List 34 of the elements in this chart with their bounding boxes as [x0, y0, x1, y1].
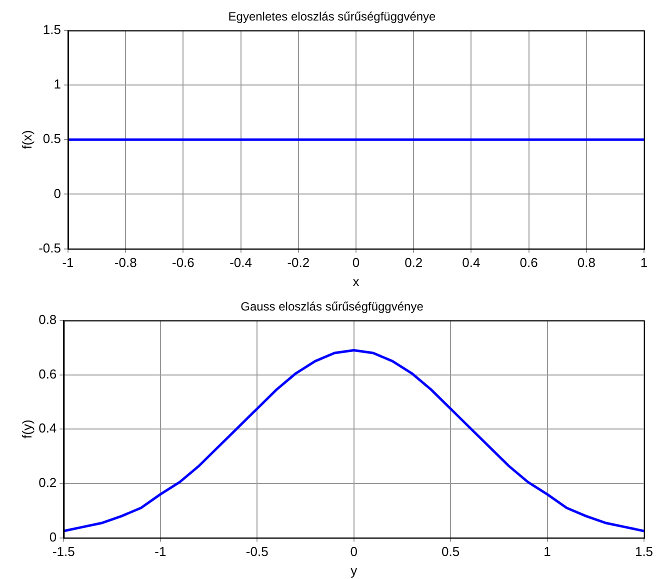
x-axis-title: y — [350, 562, 358, 578]
y-tick-label: 0.5 — [42, 131, 61, 146]
x-tick-label: -1.5 — [52, 544, 75, 560]
y-tick-label: 1.5 — [42, 22, 61, 37]
y-axis-title: f(x) — [19, 130, 34, 149]
x-tick-label: -1 — [154, 544, 166, 560]
x-tick-label: 0 — [352, 255, 360, 270]
y-tick-label: 0.2 — [38, 475, 57, 490]
y-tick-label: 0.6 — [38, 366, 57, 382]
x-tick-label: -1 — [62, 255, 74, 270]
x-tick-label: 0.5 — [442, 544, 460, 560]
x-tick-label: 0.6 — [520, 255, 538, 270]
y-tick-label: 0.4 — [38, 420, 57, 436]
x-tick-label: 1 — [544, 544, 551, 560]
x-tick-label: 0.4 — [462, 255, 480, 270]
y-tick-label: 1 — [54, 76, 61, 92]
y-tick-label: 0.8 — [38, 312, 57, 327]
y-axis-title: f(y) — [19, 420, 34, 438]
y-tick-label: 0 — [54, 186, 61, 201]
y-tick-label: 0 — [49, 529, 57, 544]
x-tick-label: 0.2 — [404, 255, 423, 270]
x-tick-label: -0.5 — [246, 544, 268, 560]
chart-title: Egyenletes eloszlás sűrűségfüggvénye — [228, 10, 436, 24]
chart-title: Gauss eloszlás sűrűségfüggvénye — [240, 300, 424, 314]
x-tick-label: 1 — [640, 255, 648, 270]
y-tick-label: -0.5 — [38, 240, 61, 256]
x-tick-label: -0.6 — [172, 255, 194, 270]
x-tick-label: -0.2 — [287, 255, 310, 270]
x-tick-label: -0.8 — [114, 255, 137, 270]
x-tick-label: 0.8 — [577, 255, 596, 270]
x-tick-label: 0 — [350, 544, 358, 560]
x-tick-label: -0.4 — [230, 255, 252, 270]
x-axis-title: x — [352, 274, 360, 289]
x-tick-label: 1.5 — [634, 544, 654, 560]
